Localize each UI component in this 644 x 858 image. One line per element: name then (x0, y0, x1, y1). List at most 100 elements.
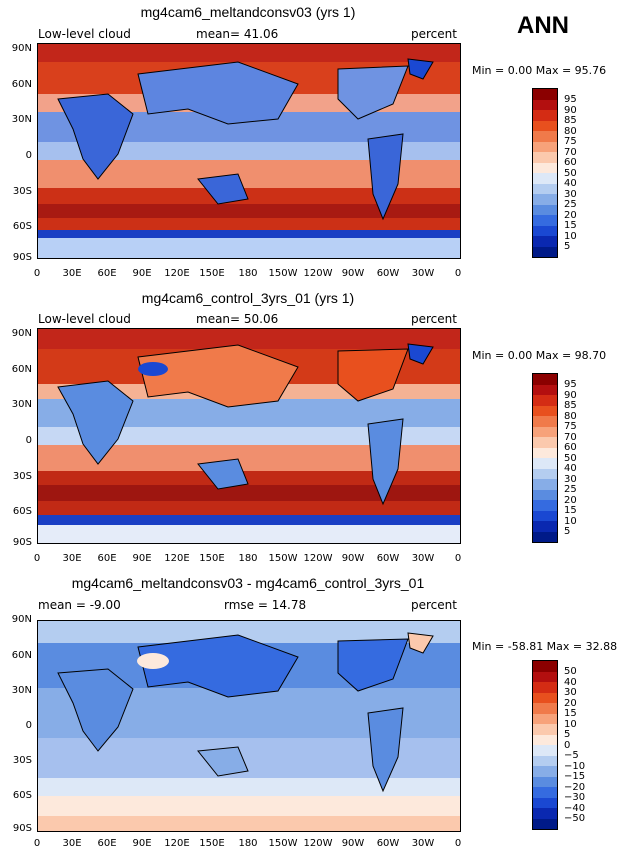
panel-1-lon-tick: 0 (33, 268, 41, 279)
panel-3-lat-tick: 90S (12, 823, 32, 834)
panel-3-field (38, 621, 460, 831)
colorbar-swatch (533, 395, 557, 406)
panel-3-lat-tick: 90N (11, 614, 32, 625)
panel-2-cb-label: 50 (564, 453, 577, 464)
panel-1-lat-tick: 30S (12, 186, 32, 197)
panel-2-cb-label: 20 (564, 495, 577, 506)
colorbar-swatch (533, 808, 557, 819)
panel-1-cb-label: 25 (564, 199, 577, 210)
colorbar-swatch (533, 99, 557, 110)
panel-3-cb-label: 20 (564, 698, 577, 709)
panel-2-cb-label: 10 (564, 516, 577, 527)
panel-2-lon-tick: 60E (97, 553, 117, 564)
panel-1-lon-tick: 180 (238, 268, 258, 279)
colorbar-swatch (533, 489, 557, 500)
panel-1-lon-tick: 60W (376, 268, 400, 279)
colorbar-swatch (533, 120, 557, 131)
colorbar-swatch (533, 755, 557, 766)
colorbar-swatch (533, 246, 557, 257)
colorbar-swatch (533, 162, 557, 173)
colorbar-swatch (533, 374, 557, 385)
panel-1-minmax: Min = 0.00 Max = 95.76 (472, 64, 607, 77)
panel-3-lat-tick: 60S (12, 790, 32, 801)
colorbar-swatch (533, 682, 557, 693)
panel-1-cb-label: 30 (564, 189, 577, 200)
panel-3-cb-label: 5 (564, 729, 571, 740)
colorbar-swatch (533, 89, 557, 100)
colorbar-swatch (533, 734, 557, 745)
colorbar-swatch (533, 131, 557, 142)
panel-2-cb-label: 60 (564, 442, 577, 453)
colorbar-swatch (533, 405, 557, 416)
colorbar-swatch (533, 724, 557, 735)
colorbar-swatch (533, 703, 557, 714)
season-label: ANN (517, 12, 569, 39)
panel-1-cb-label: 15 (564, 220, 577, 231)
panel-1-cb-label: 20 (564, 210, 577, 221)
panel-1-lon-tick: 60E (97, 268, 117, 279)
panel-3-lon-tick: 150E (199, 838, 225, 849)
panel-1-lon-tick: 150E (199, 268, 225, 279)
panel-2-cb-label: 95 (564, 379, 577, 390)
panel-2-lon-tick: 30W (411, 553, 435, 564)
panel-2-cb-label: 25 (564, 484, 577, 495)
panel-1-lon-tick: 120W (303, 268, 333, 279)
panel-3-cb-label: 15 (564, 708, 577, 719)
panel-2-cb-label: 15 (564, 505, 577, 516)
panel-3-rmse-label: rmse = 14.78 (224, 598, 307, 612)
panel-1-cb-label: 50 (564, 168, 577, 179)
panel-1-cb-label: 75 (564, 136, 577, 147)
panel-3-cb-label: −40 (564, 803, 586, 814)
panel-3-cb-label: −50 (564, 813, 586, 824)
colorbar-swatch (533, 692, 557, 703)
colorbar-swatch (533, 426, 557, 437)
panel-3-colorbar (532, 660, 558, 830)
panel-2-lon-tick: 120W (303, 553, 333, 564)
panel-2-cb-label: 40 (564, 463, 577, 474)
panel-1-map (37, 43, 461, 259)
colorbar-swatch (533, 384, 557, 395)
panel-2-title: mg4cam6_control_3yrs_01 (yrs 1) (141, 290, 355, 306)
colorbar-swatch (533, 713, 557, 724)
panel-3-cb-label: 0 (564, 740, 571, 751)
panel-3-lon-tick: 60W (376, 838, 400, 849)
colorbar-swatch (533, 661, 557, 672)
panel-2-lat-tick: 30N (11, 399, 32, 410)
panel-3-cb-label: −5 (564, 750, 579, 761)
panel-3-lon-tick: 90E (132, 838, 152, 849)
panel-2-lat-tick: 0 (25, 435, 32, 446)
panel-3-lon-tick: 180 (238, 838, 258, 849)
colorbar-swatch (533, 521, 557, 532)
panel-3-lon-tick: 150W (268, 838, 298, 849)
panel-3-lat-tick: 30N (11, 685, 32, 696)
panel-3-lon-tick: 60E (97, 838, 117, 849)
panel-2-cb-label: 5 (564, 526, 571, 537)
panel-1-mean-label: mean= 41.06 (196, 27, 279, 41)
colorbar-swatch (533, 818, 557, 829)
colorbar-swatch (533, 110, 557, 121)
panel-3-lat-tick: 30S (12, 755, 32, 766)
colorbar-swatch (533, 531, 557, 542)
colorbar-swatch (533, 183, 557, 194)
colorbar-swatch (533, 141, 557, 152)
panel-1-lat-tick: 60S (12, 221, 32, 232)
panel-2-lon-tick: 0 (454, 553, 462, 564)
panel-2-map (37, 328, 461, 544)
panel-2-lon-tick: 30E (62, 553, 82, 564)
colorbar-swatch (533, 416, 557, 427)
panel-2-lon-tick: 0 (33, 553, 41, 564)
panel-2-cb-label: 70 (564, 432, 577, 443)
panel-1-colorbar (532, 88, 558, 258)
panel-3-cb-label: 40 (564, 677, 577, 688)
panel-2-lon-tick: 150E (199, 553, 225, 564)
panel-3-cb-label: −10 (564, 761, 586, 772)
panel-3-lat-tick: 60N (11, 650, 32, 661)
panel-3-units-label: percent (411, 598, 457, 612)
panel-3-lat-tick: 0 (25, 720, 32, 731)
panel-1-units-label: percent (411, 27, 457, 41)
panel-2-minmax: Min = 0.00 Max = 98.70 (472, 349, 607, 362)
colorbar-swatch (533, 458, 557, 469)
panel-2-lon-tick: 90W (341, 553, 365, 564)
panel-2-field (38, 329, 460, 543)
panel-2-lon-tick: 120E (164, 553, 190, 564)
